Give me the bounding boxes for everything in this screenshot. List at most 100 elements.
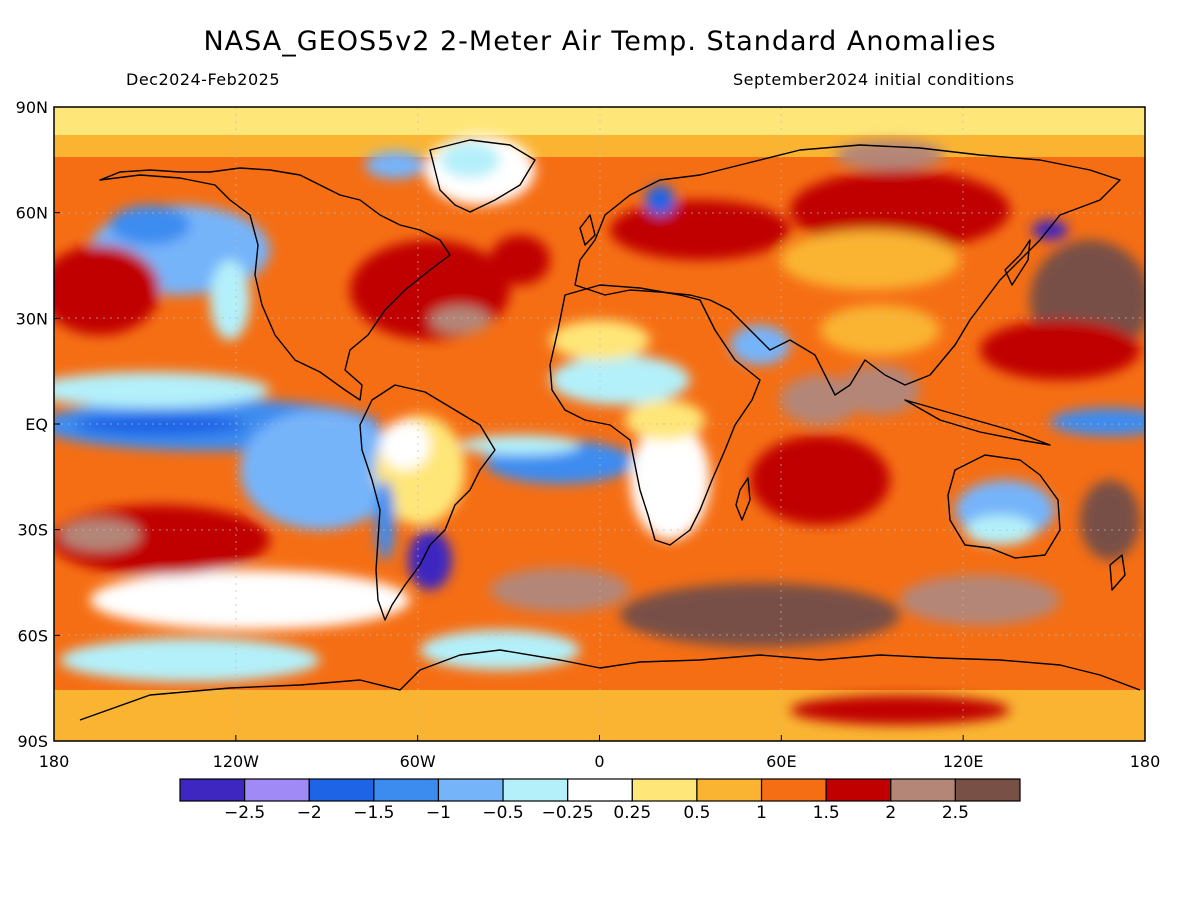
initial-conditions: September2024 initial conditions (733, 70, 1015, 89)
colorbar-label: 2.5 (942, 803, 969, 823)
colorbar-label: −2 (297, 803, 322, 823)
new-zealand-coast (1109, 554, 1126, 591)
madagascar-coast (735, 477, 751, 521)
n-atlantic-warm-2 (490, 235, 550, 285)
forecast-period: Dec2024-Feb2025 (126, 70, 280, 89)
asia-warm (780, 230, 960, 290)
nw-pacific-warm (54, 245, 160, 335)
colorbar: −2.5 −2 −1.5 −1 −0.5 −0.25 0.25 0.5 1 1.5 2 2.5 (179, 778, 1021, 823)
longitude-axis: 180 120W 60W 0 60E 120E 180 (39, 735, 1161, 771)
n-atlantic-hot (430, 306, 490, 334)
lat-label: 90N (16, 98, 48, 117)
c-africa-neutral (625, 400, 705, 440)
antarctic-warm (790, 695, 1010, 725)
map-title: NASA_GEOS5v2 2-Meter Air Temp. Standard … (203, 26, 997, 57)
north-america-coast (99, 167, 451, 401)
colorbar-swatch (437, 778, 504, 802)
colorbar-swatch (760, 778, 827, 802)
lon-label: 180 (1130, 752, 1161, 771)
colorbar-swatch (954, 778, 1021, 802)
arctic-hot (835, 140, 945, 170)
uk-coast (579, 214, 596, 246)
africa-coast (549, 284, 761, 546)
colorbar-label: −1 (426, 803, 451, 823)
india-warm (820, 305, 940, 355)
colorbar-label: 0.5 (683, 803, 710, 823)
s-africa-neutral (630, 420, 710, 540)
tasman-hot (1080, 480, 1140, 560)
pacific-cold-core (75, 414, 245, 436)
arctic-band-2 (54, 135, 1145, 157)
greenland-coast (429, 139, 536, 213)
lon-label: 60E (766, 752, 796, 771)
colorbar-label: −1.5 (353, 803, 394, 823)
graticule (54, 107, 1145, 741)
arabian-sea-hot (780, 375, 860, 425)
sahel-cool (550, 355, 690, 405)
s-pacific-cool (60, 638, 320, 682)
siberia-warm (790, 170, 1010, 250)
ca-coast-cool (210, 260, 250, 340)
eq-atlantic-cool-2 (460, 435, 580, 455)
w-pacific-warm (980, 320, 1140, 380)
baffin-cool (365, 151, 425, 179)
lon-label: 180 (39, 752, 70, 771)
s-indian-hot (900, 575, 1060, 625)
bay-bengal-hot (840, 365, 920, 415)
lon-label: 120W (213, 752, 260, 771)
colorbar-label: −2.5 (224, 803, 265, 823)
lat-label: 90S (17, 732, 48, 751)
lon-label: 0 (594, 752, 604, 771)
greenland-cool (440, 142, 500, 178)
s-pacific-hot (60, 519, 140, 551)
lat-label: 30N (16, 309, 48, 328)
colorbar-swatch (502, 778, 569, 802)
lon-label: 60W (400, 752, 436, 771)
s-atlantic-hot (490, 568, 630, 612)
lat-label: EQ (25, 415, 48, 434)
japan-coast (1004, 239, 1031, 286)
southern-ocean-hot (620, 583, 900, 647)
colorbar-label: −0.5 (482, 803, 523, 823)
colorbar-swatch (373, 778, 440, 802)
colorbar-swatch (890, 778, 956, 802)
scandinavia-cold (645, 185, 675, 215)
ne-pacific-cold (110, 205, 190, 245)
pacific-cool-north (54, 372, 270, 408)
colorbar-label: −0.25 (542, 803, 594, 823)
colorbar-swatch (631, 778, 698, 802)
s-pacific-neutral (90, 570, 410, 630)
maritime-continent-coast (904, 399, 1051, 446)
arabia-cool (730, 325, 790, 365)
australia-coast (947, 454, 1061, 559)
lat-label: 60S (17, 626, 48, 645)
colorbar-swatch (179, 778, 246, 802)
w-pacific-cool (1050, 408, 1145, 436)
latitude-axis: 90N 60N 30N EQ 30S 60S 90S (16, 98, 60, 751)
eurasia-coast (574, 144, 1121, 396)
antarctica-coast (79, 649, 1141, 721)
colorbar-swatch (696, 778, 763, 802)
kamchatka-cold (1032, 220, 1068, 240)
colorbar-label: 0.25 (613, 803, 651, 823)
coastlines (79, 139, 1141, 721)
argentina-cold (408, 530, 452, 590)
indian-ocean-warm (750, 435, 890, 525)
amazon-neutral (380, 420, 430, 470)
colorbar-label: 1 (756, 803, 767, 823)
lon-label: 120E (943, 752, 984, 771)
south-america-coast (359, 384, 496, 621)
colorbar-swatch (244, 778, 310, 802)
colorbar-swatch (825, 778, 892, 802)
lat-label: 30S (17, 521, 48, 540)
colorbar-swatch (308, 778, 375, 802)
colorbar-swatch (567, 778, 633, 802)
europe-warm (610, 200, 790, 260)
lat-label: 60N (16, 204, 48, 223)
colorbar-label: 1.5 (813, 803, 840, 823)
chile-cool (375, 480, 395, 560)
colorbar-label: 2 (885, 803, 896, 823)
pacific-cool-south (240, 410, 400, 530)
anomaly-field (54, 107, 1145, 741)
